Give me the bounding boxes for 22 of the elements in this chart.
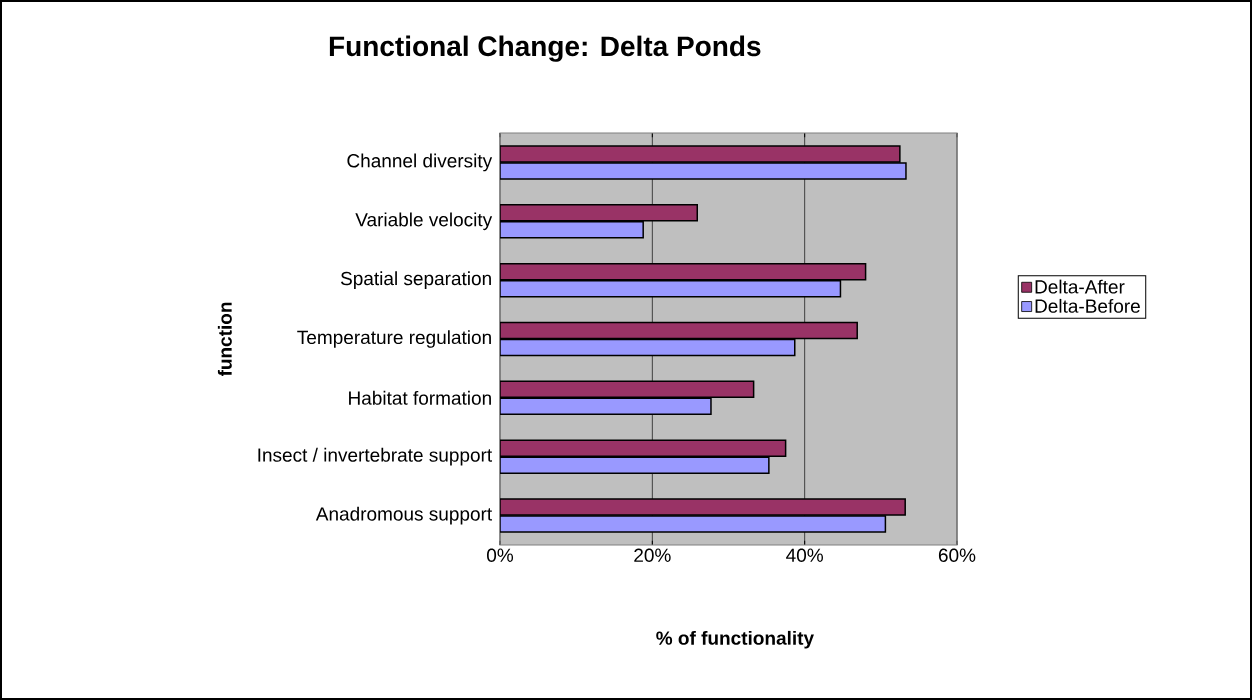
bar [500,397,712,416]
y-tick-label: Spatial separation [340,271,491,289]
y-tick-label: Variable velocity [355,212,493,231]
bar [500,321,858,340]
bar [500,262,867,281]
bar [500,338,796,357]
legend-label: Delta-Before [1035,298,1140,313]
x-tick-label: 20% [634,548,671,562]
x-tick-label: 0% [487,548,514,562]
bar [500,279,842,298]
y-tick-label: Temperature regulation [297,330,491,348]
x-axis-title: % of functionality [656,630,814,649]
chart-title: Functional Change: Delta Ponds [329,35,761,62]
x-tick-label: 40% [786,548,823,562]
bar [500,380,755,399]
legend-label: Delta-After [1035,279,1125,294]
y-tick-label: Insect / invertebrate support [258,447,493,466]
y-tick-label: Habitat formation [349,390,491,405]
x-tick-label: 60% [938,548,976,562]
y-tick-label: Anadromous support [315,506,493,525]
y-axis-title: function [217,302,232,377]
y-tick-label: Channel diversity [347,153,493,172]
